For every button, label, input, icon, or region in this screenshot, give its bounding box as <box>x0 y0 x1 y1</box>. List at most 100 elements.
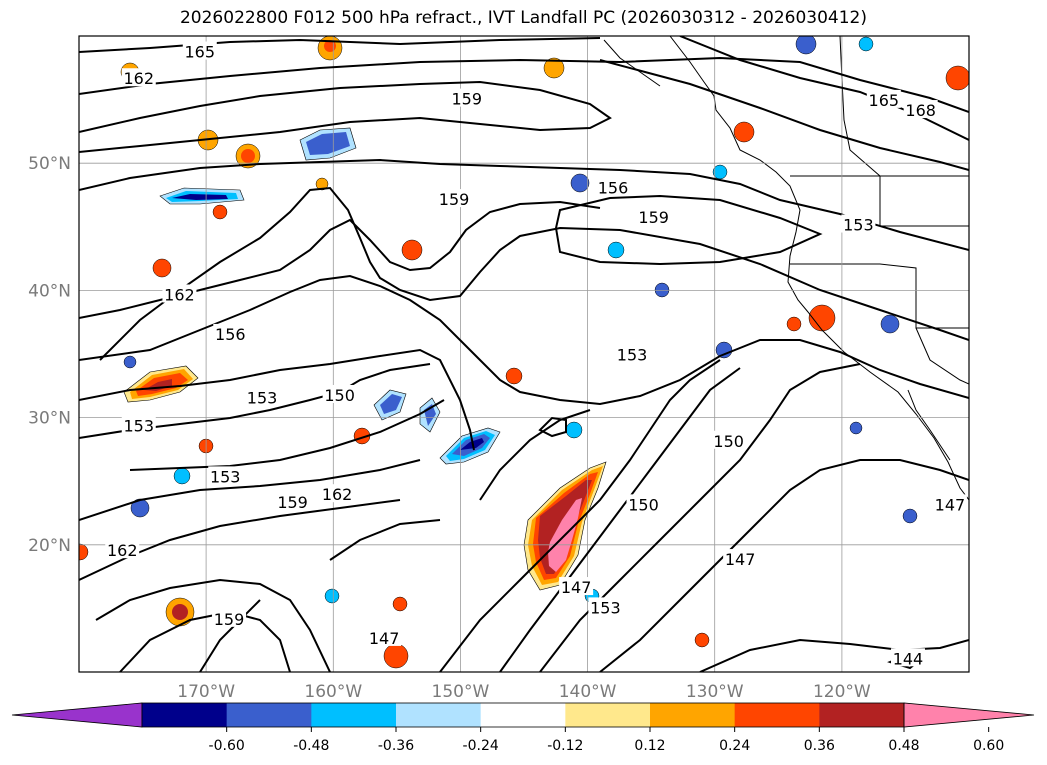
contour-label-bg <box>182 41 217 60</box>
contour-label: 159 <box>277 493 308 512</box>
contour-label-bg <box>626 494 661 513</box>
lon-tick-label: 170°W <box>177 682 235 702</box>
contour-label: 147 <box>561 578 592 597</box>
colorbar-tick-label: -0.12 <box>547 738 583 754</box>
contour-label-bg <box>588 597 623 616</box>
contour-label: 162 <box>107 541 138 560</box>
contour-label-bg <box>437 189 472 208</box>
latitude-labels: 50°N 40°N 30°N 20°N <box>28 154 71 556</box>
longitude-labels: 170°W 160°W 150°W 140°W 130°W 120°W <box>177 682 871 702</box>
contour-label-bg <box>903 100 938 119</box>
contour-label-bg <box>866 89 901 108</box>
colorbar-segment <box>142 703 228 727</box>
contour-label-bg <box>723 549 758 568</box>
colorbar: -0.60 -0.48 -0.36 -0.24 -0.12 0.12 0.24 0.36 0.4… <box>11 702 1035 754</box>
contour-label-bg <box>212 608 247 627</box>
contour-label-bg <box>615 344 650 363</box>
colorbar-segment <box>226 703 312 727</box>
colorbar-segment <box>819 703 905 727</box>
lon-tick-label: 150°W <box>432 682 490 702</box>
contour-label-bg <box>320 484 355 503</box>
contour-label-bg <box>121 415 156 434</box>
contour-label: 147 <box>725 550 756 569</box>
colorbar-segment <box>480 703 566 727</box>
contour-label: 165 <box>869 91 900 110</box>
lon-tick-label: 120°W <box>813 682 871 702</box>
lon-tick-label: 130°W <box>686 682 744 702</box>
colorbar-tick-label: 0.12 <box>634 738 665 754</box>
contour-label: 159 <box>452 90 483 109</box>
lat-tick-label: 30°N <box>28 409 71 429</box>
colorbar-segment <box>734 703 820 727</box>
colorbar-segment <box>650 703 736 727</box>
map-frame <box>78 35 970 673</box>
contour-label: 162 <box>164 285 195 304</box>
contour-label-bg <box>121 68 156 87</box>
contour-label: 156 <box>215 325 246 344</box>
colorbar-tick-label: -0.60 <box>209 738 245 754</box>
contour-label-bg <box>449 88 484 107</box>
contour-label-bg <box>636 206 671 225</box>
map-title: 2026022800 F012 500 hPa refract., IVT La… <box>179 8 867 28</box>
contour-label: 159 <box>439 190 470 209</box>
contour-label: 153 <box>617 345 648 364</box>
colorbar-tick-label: -0.36 <box>378 738 414 754</box>
contour-label: 147 <box>369 629 400 648</box>
contour-label-bg <box>245 387 280 406</box>
contour-label: 153 <box>210 467 241 486</box>
colorbar-tick-label: 0.48 <box>888 738 919 754</box>
contour-label-bg <box>596 177 630 196</box>
contour-label: 159 <box>638 208 669 227</box>
contour-label-bg <box>367 627 402 646</box>
contour-label: 165 <box>185 43 216 62</box>
contour-label-bg <box>322 384 357 403</box>
colorbar-segment <box>311 703 397 727</box>
contour-label: 159 <box>214 610 245 629</box>
contour-label: 147 <box>935 495 966 514</box>
lat-tick-label: 50°N <box>28 154 71 174</box>
contour-label: 162 <box>322 485 353 504</box>
lat-tick-label: 20°N <box>28 536 71 556</box>
contour-label: 153 <box>843 216 874 235</box>
negative-anomaly-north <box>159 127 357 205</box>
contour-label: 153 <box>247 389 278 408</box>
contour-label-bg <box>208 466 243 485</box>
colorbar-tick-label: -0.24 <box>463 738 499 754</box>
contour-label-bg <box>105 540 140 559</box>
contour-label-bg <box>559 577 594 596</box>
colorbar-tick-label: 0.36 <box>804 738 835 754</box>
colorbar-segment <box>396 703 482 727</box>
contour-label: 156 <box>598 179 629 198</box>
contour-label-bg <box>275 491 310 510</box>
contour-label: 150 <box>628 495 659 514</box>
colorbar-extend-low <box>11 702 143 728</box>
contour-label-bg <box>932 494 967 513</box>
colorbar-segment <box>565 703 651 727</box>
contour-label: 153 <box>590 598 621 617</box>
colorbar-tick-label: -0.48 <box>293 738 329 754</box>
positive-anomaly-west <box>123 365 199 403</box>
contour-label: 150 <box>324 386 355 405</box>
contour-label-bg <box>711 430 746 449</box>
contour-label: 168 <box>905 101 936 120</box>
contour-label-bg <box>841 214 876 233</box>
colorbar-extend-high <box>903 702 1035 728</box>
coastlines <box>603 36 969 501</box>
lat-tick-label: 40°N <box>28 281 71 301</box>
colorbar-tick-label: 0.24 <box>719 738 750 754</box>
contour-label: 162 <box>123 69 154 88</box>
colorbar-frame <box>141 702 905 728</box>
contour-label-bg <box>213 323 248 342</box>
contour-label-bg <box>162 284 197 303</box>
colorbar-tick-label: 0.60 <box>973 738 1004 754</box>
contour-label: 144 <box>893 649 924 668</box>
lon-tick-label: 140°W <box>559 682 617 702</box>
contour-label: 153 <box>123 417 154 436</box>
lon-tick-label: 160°W <box>304 682 362 702</box>
negative-anomaly-2 <box>373 389 441 433</box>
contour-label: 150 <box>713 432 744 451</box>
contour-label-bg <box>890 648 925 667</box>
